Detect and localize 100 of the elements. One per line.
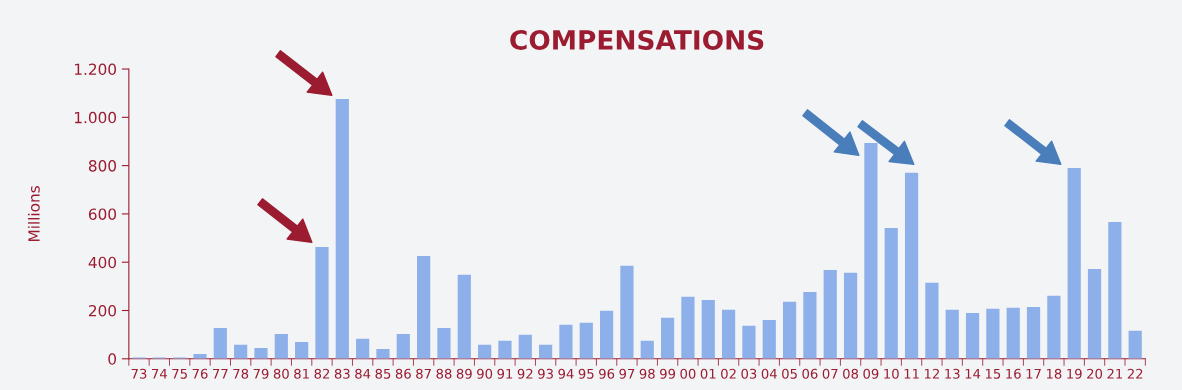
x-tick-label: 02 [721,368,736,379]
bar [376,348,390,359]
x-tick-label: 93 [538,368,553,379]
bar [335,98,349,359]
y-tick-label: 600 [88,208,117,220]
bar [396,333,410,359]
bar [904,172,919,359]
x-tick-label: 82 [314,368,330,379]
bar [884,227,898,359]
bar [254,347,268,359]
bar [660,317,675,359]
bar [315,247,329,359]
x-tick-label: 06 [802,368,818,379]
bar [274,333,288,359]
x-tick-label: 12 [924,368,939,379]
bar [1067,168,1081,359]
chart-title: COMPENSATIONS [510,30,764,50]
bar [701,299,715,359]
x-tick-label: 96 [599,368,615,379]
x-tick-label: 00 [680,368,696,379]
x-tick-label: 78 [233,368,249,379]
x-tick-label: 79 [253,368,269,379]
x-tick-label: 18 [1046,368,1062,379]
bar [1087,268,1102,359]
bar [417,255,431,359]
x-tick-label: 01 [700,368,716,379]
bar [518,334,532,359]
bar [457,274,471,359]
x-tick-label: 74 [152,368,167,379]
x-tick-label: 84 [355,368,371,379]
x-tick-label: 98 [639,368,655,379]
bar [782,301,797,359]
x-tick-label: 13 [945,368,960,379]
x-tick-label: 11 [904,368,919,379]
bar [1047,295,1061,359]
bar [579,322,593,359]
y-tick-label: 800 [88,160,117,172]
bar [234,344,248,359]
bar [498,340,512,359]
x-tick-label: 07 [822,368,838,379]
bar [864,142,878,359]
x-tick-label: 05 [782,368,797,379]
y-tick-label: 400 [88,256,117,269]
x-tick-label: 77 [213,368,228,379]
x-tick-label: 03 [741,368,757,379]
bar [1108,221,1122,359]
x-tick-label: 92 [517,368,533,379]
bar [539,344,553,359]
bar [945,309,959,359]
bar [1128,330,1142,359]
x-tick-label: 88 [436,368,452,379]
bar [681,296,695,359]
x-tick-label: 95 [578,368,594,379]
x-tick-label: 16 [1006,368,1021,379]
x-tick-label: 83 [334,368,350,379]
bar [965,312,980,359]
x-tick-label: 86 [395,368,411,379]
bar [640,340,654,359]
x-tick-label: 87 [416,368,431,379]
x-tick-label: 80 [273,368,289,379]
x-tick-label: 89 [456,368,472,379]
bar [1026,306,1041,359]
y-tick-label: 1.200 [74,63,117,76]
x-tick-label: 14 [965,368,981,379]
x-tick-label: 73 [131,368,147,379]
x-tick-label: 85 [375,368,391,379]
x-tick-label: 08 [843,368,859,379]
bar [356,338,370,359]
x-tick-label: 19 [1067,368,1082,379]
x-tick-label: 76 [192,368,208,379]
x-tick-label: 10 [884,368,899,379]
x-tick-label: 20 [1087,368,1103,379]
x-tick-label: 99 [660,368,676,379]
x-tick-label: 94 [558,368,574,379]
bar [843,272,858,359]
bar [600,310,614,359]
x-tick-label: 22 [1127,368,1143,379]
bar [559,324,573,359]
y-axis-title: Millions [27,186,40,241]
x-tick-label: 91 [497,368,513,379]
bar [721,309,736,359]
bar [742,325,756,359]
y-tick-label: 1.000 [74,111,117,124]
y-tick-label: 200 [88,304,117,317]
x-tick-label: 75 [172,368,187,379]
bar [437,327,451,359]
bar [762,319,776,359]
bar [620,265,634,359]
bar [925,282,939,359]
x-tick-label: 21 [1107,368,1123,379]
x-tick-label: 17 [1026,368,1041,379]
bar [1006,307,1020,359]
x-tick-label: 90 [477,368,493,379]
bar [986,308,1000,359]
bar [823,269,837,359]
x-tick-label: 97 [619,368,635,379]
bar [295,341,309,359]
x-tick-label: 81 [294,368,309,379]
bar [478,344,492,359]
x-tick-label: 09 [863,368,879,379]
